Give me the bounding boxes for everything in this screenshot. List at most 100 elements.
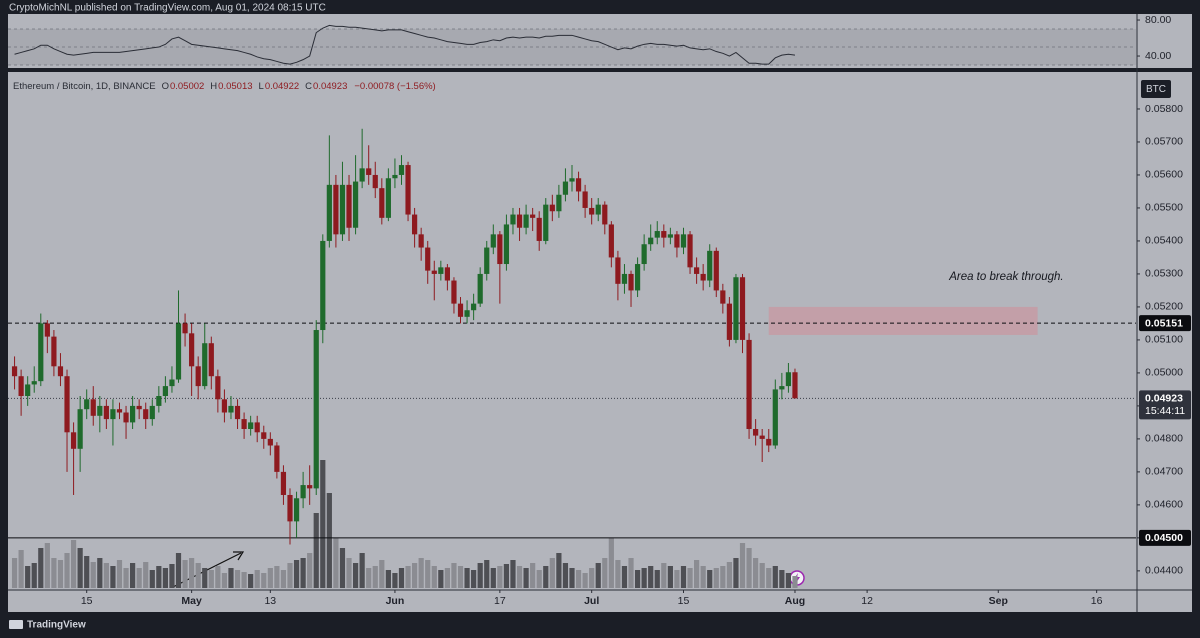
volume-bar	[320, 460, 326, 588]
candle-body	[700, 273, 706, 281]
candle-body	[182, 323, 188, 334]
volume-bar	[326, 493, 332, 588]
candle-body	[615, 257, 621, 284]
volume-bar	[280, 570, 287, 588]
y-tick-label: 0.05400	[1145, 235, 1183, 247]
currency-box: BTC	[1141, 80, 1171, 98]
volume-bar	[510, 560, 516, 588]
volume-bar	[746, 548, 752, 588]
volume-bar	[497, 566, 503, 588]
candle-body	[130, 405, 136, 423]
volume-bar	[707, 570, 713, 588]
candle-body	[438, 267, 444, 274]
ohlc-legend: Ethereum / Bitcoin, 1D, BINANCE O 0.05002…	[13, 81, 436, 92]
candle-body	[11, 366, 18, 377]
candle-body	[733, 277, 739, 340]
y-tick-label: 0.04800	[1145, 433, 1183, 445]
candle-body	[582, 191, 588, 208]
candle-body	[84, 399, 90, 410]
volume-bar	[464, 568, 470, 588]
candle-body	[352, 181, 359, 228]
volume-bar	[444, 568, 450, 588]
volume-bar	[18, 550, 24, 588]
candle-body	[267, 438, 273, 446]
volume-bar	[248, 574, 254, 588]
candle-body	[785, 372, 792, 387]
volume-bar	[346, 558, 352, 588]
volume-bar	[772, 566, 778, 588]
candle-body	[654, 231, 660, 238]
volume-bar	[575, 570, 582, 588]
volume-bar	[136, 568, 142, 588]
candle-body	[674, 234, 680, 248]
candle-body	[707, 250, 713, 281]
candle-body	[405, 165, 411, 215]
level-box	[1139, 315, 1191, 332]
legend-value: 0.05013	[218, 81, 253, 92]
candle-body	[313, 330, 319, 489]
candle-body	[31, 381, 37, 385]
y-tick-label: 0.05700	[1145, 136, 1183, 148]
candle-body	[720, 290, 726, 304]
legend-item: L 0.04922	[259, 81, 300, 92]
volume-bar	[189, 558, 195, 588]
volume-bar	[70, 540, 77, 588]
candle-body	[215, 376, 221, 400]
volume-bar	[84, 556, 90, 588]
volume-bar	[477, 563, 483, 588]
candle-body	[234, 405, 241, 420]
volume-bar	[543, 566, 549, 588]
candle-body	[536, 217, 542, 241]
candle-body	[575, 178, 582, 192]
y-tick-label: 0.05000	[1145, 367, 1183, 379]
volume-bar	[169, 564, 175, 588]
zone	[768, 306, 1038, 335]
arrow-head	[233, 551, 245, 561]
logo: TradingView	[9, 620, 86, 631]
legend-value: 0.04922	[264, 81, 300, 92]
main-pane	[8, 72, 1192, 612]
volume-bar	[51, 558, 57, 588]
volume-bar	[57, 560, 64, 588]
volume-bar	[300, 558, 306, 588]
volume-bar	[195, 563, 201, 588]
x-tick-label: May	[181, 595, 202, 607]
volume-bar	[352, 563, 359, 588]
volume-bar	[339, 548, 346, 588]
candle-body	[589, 207, 595, 215]
candle-body	[412, 214, 418, 235]
candle-body	[136, 405, 142, 410]
volume-bar	[267, 568, 273, 588]
volume-bar	[556, 553, 562, 588]
candle-body	[195, 366, 201, 387]
candle-body	[366, 168, 372, 175]
rsi-tick-label: 80.00	[1145, 14, 1171, 26]
volume-bar	[549, 558, 555, 588]
volume-bar	[608, 538, 614, 588]
volume-bar	[628, 558, 634, 588]
volume-bar	[234, 570, 241, 588]
candle-body	[503, 224, 510, 265]
volume-bar	[123, 568, 129, 588]
candle-body	[464, 310, 470, 317]
volume-bar	[44, 543, 50, 588]
candle-body	[444, 267, 450, 281]
volume-bar	[739, 543, 746, 588]
candle-body	[25, 384, 31, 397]
candle-body	[608, 224, 614, 258]
volume-bar	[451, 563, 457, 588]
volume-bar	[175, 553, 182, 588]
volume-bar	[307, 553, 313, 588]
candle-body	[385, 178, 391, 218]
volume-bar	[379, 560, 385, 588]
legend-label: C	[305, 81, 313, 92]
candle-body	[569, 178, 575, 182]
candle-body	[418, 234, 424, 248]
volume-bar	[720, 566, 726, 588]
x-tick-label: Sep	[989, 595, 1008, 607]
volume-bar	[484, 560, 490, 588]
candle-body	[70, 432, 77, 449]
y-tick-label: 0.05100	[1145, 334, 1183, 346]
volume-bar	[759, 563, 765, 588]
